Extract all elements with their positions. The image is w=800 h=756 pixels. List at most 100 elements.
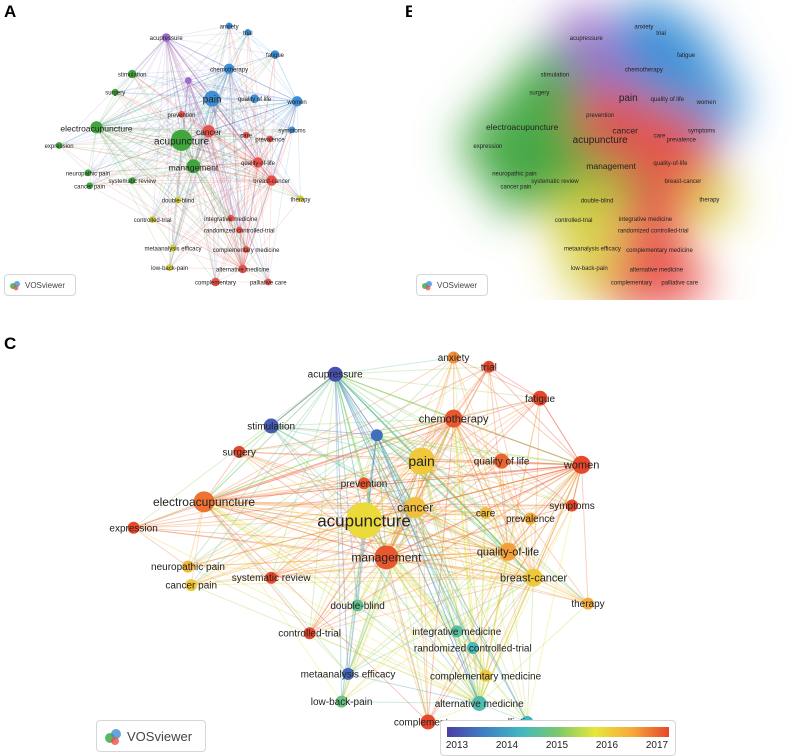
- node-neuropathic[interactable]: [182, 560, 194, 573]
- node-alternative[interactable]: [238, 264, 247, 274]
- node-surgery[interactable]: [111, 88, 119, 96]
- node-complementarymed[interactable]: [479, 669, 492, 682]
- node-prevention[interactable]: [178, 110, 185, 118]
- node-management[interactable]: [186, 159, 201, 174]
- node-neuropathic[interactable]: [84, 169, 92, 177]
- node-integrative[interactable]: [227, 214, 235, 222]
- vosviewer-badge-c[interactable]: VOSviewer: [96, 720, 206, 752]
- node-expression[interactable]: [127, 521, 140, 534]
- node-symptoms[interactable]: [288, 126, 296, 134]
- node-electroacupuncture[interactable]: [90, 121, 103, 134]
- node-systematic[interactable]: [128, 177, 136, 185]
- edge: [193, 166, 269, 283]
- node-acupuncture[interactable]: [346, 502, 382, 539]
- node-doubleblind[interactable]: [174, 196, 182, 204]
- node-chemotherapy[interactable]: [444, 409, 463, 428]
- node-prevalence[interactable]: [524, 512, 537, 525]
- node-controlled[interactable]: [303, 627, 316, 640]
- node-care[interactable]: [242, 131, 250, 139]
- node-qualityoflife[interactable]: [494, 453, 510, 469]
- density-label: neuropathic pain: [492, 171, 536, 177]
- node-metaanalysis[interactable]: [342, 667, 354, 680]
- node-cancerpain[interactable]: [185, 579, 198, 592]
- node-pain[interactable]: [408, 447, 436, 475]
- node-complementary[interactable]: [420, 714, 436, 730]
- edge: [363, 520, 429, 723]
- network-visualization-panel[interactable]: acupuncture management electroacupuncture s…: [0, 0, 400, 300]
- node-label: fatigue: [266, 53, 285, 59]
- node-lowback[interactable]: [166, 264, 174, 272]
- node-acupressure[interactable]: [327, 366, 343, 382]
- node-symptoms[interactable]: [566, 499, 578, 512]
- node-prevalence[interactable]: [266, 135, 274, 143]
- node-qol2[interactable]: [252, 157, 264, 168]
- node-alternative[interactable]: [471, 696, 487, 711]
- node-prevention[interactable]: [358, 477, 370, 490]
- node-fatigue[interactable]: [532, 390, 548, 406]
- node-complementarymed[interactable]: [242, 246, 250, 253]
- density-label: electroacupuncture: [486, 122, 559, 132]
- edge: [193, 162, 259, 167]
- edge: [421, 460, 528, 723]
- node-systematic[interactable]: [265, 571, 278, 584]
- node-trial[interactable]: [482, 360, 495, 373]
- edge: [96, 126, 247, 250]
- node-chemotherapy[interactable]: [223, 63, 235, 74]
- edge: [453, 418, 458, 632]
- node-anxiety[interactable]: [225, 22, 233, 30]
- node-anxiety[interactable]: [447, 351, 460, 364]
- node-acupressure[interactable]: [161, 33, 171, 42]
- node-expression[interactable]: [55, 142, 63, 149]
- node-metaanalysis[interactable]: [169, 244, 177, 252]
- node-women[interactable]: [572, 455, 591, 474]
- node-rct[interactable]: [466, 642, 479, 654]
- vosviewer-badge-b[interactable]: VOSviewer: [416, 274, 488, 296]
- node-controlled[interactable]: [149, 216, 157, 224]
- node-therapy[interactable]: [582, 597, 594, 610]
- node-electroacupuncture[interactable]: [193, 491, 215, 513]
- edge: [247, 32, 298, 102]
- node-pain[interactable]: [204, 90, 221, 107]
- node-trial[interactable]: [244, 29, 252, 36]
- edge: [228, 68, 272, 181]
- edge: [334, 374, 349, 674]
- density-visualization-panel[interactable]: acupuncture management electroacupuncture s…: [412, 0, 800, 300]
- node-hubpurple[interactable]: [184, 77, 192, 84]
- node-qualityoflife[interactable]: [250, 94, 259, 103]
- edge: [188, 80, 271, 140]
- node-integrative[interactable]: [450, 625, 463, 638]
- node-palliative[interactable]: [264, 278, 272, 286]
- edge: [211, 98, 247, 250]
- edge: [415, 505, 573, 508]
- node-women[interactable]: [291, 96, 303, 107]
- node-surgery[interactable]: [233, 445, 246, 458]
- edge: [334, 373, 474, 649]
- node-cancer[interactable]: [404, 496, 426, 518]
- edge: [203, 501, 528, 723]
- node-cancer[interactable]: [202, 125, 215, 138]
- node-stimulation[interactable]: [127, 69, 137, 79]
- node-hubpurple[interactable]: [370, 429, 383, 442]
- overlay-visualization-panel[interactable]: acupuncture management electroacupuncture s…: [0, 330, 800, 756]
- node-qol2[interactable]: [499, 542, 517, 561]
- network-graph-a[interactable]: acupuncture management electroacupuncture s…: [0, 0, 400, 300]
- node-stimulation[interactable]: [263, 418, 279, 434]
- vosviewer-badge-a[interactable]: VOSviewer: [4, 274, 76, 296]
- node-management[interactable]: [374, 545, 399, 570]
- density-label: stimulation: [541, 73, 570, 79]
- node-breast[interactable]: [524, 568, 543, 587]
- edge: [87, 100, 298, 174]
- node-lowback[interactable]: [335, 695, 348, 708]
- node-therapy[interactable]: [297, 195, 304, 203]
- network-graph-c[interactable]: acupuncture management electroacupuncture s…: [0, 330, 800, 756]
- node-complementary[interactable]: [211, 277, 220, 287]
- node-care[interactable]: [479, 506, 492, 519]
- node-breast[interactable]: [266, 175, 277, 186]
- node-doubleblind[interactable]: [351, 599, 364, 612]
- density-map-b[interactable]: acupuncture management electroacupuncture s…: [412, 0, 800, 300]
- node-fatigue[interactable]: [270, 50, 280, 59]
- edge: [341, 507, 416, 702]
- node-acupuncture[interactable]: [170, 129, 193, 151]
- node-cancerpain[interactable]: [86, 182, 94, 190]
- node-rct[interactable]: [235, 226, 243, 234]
